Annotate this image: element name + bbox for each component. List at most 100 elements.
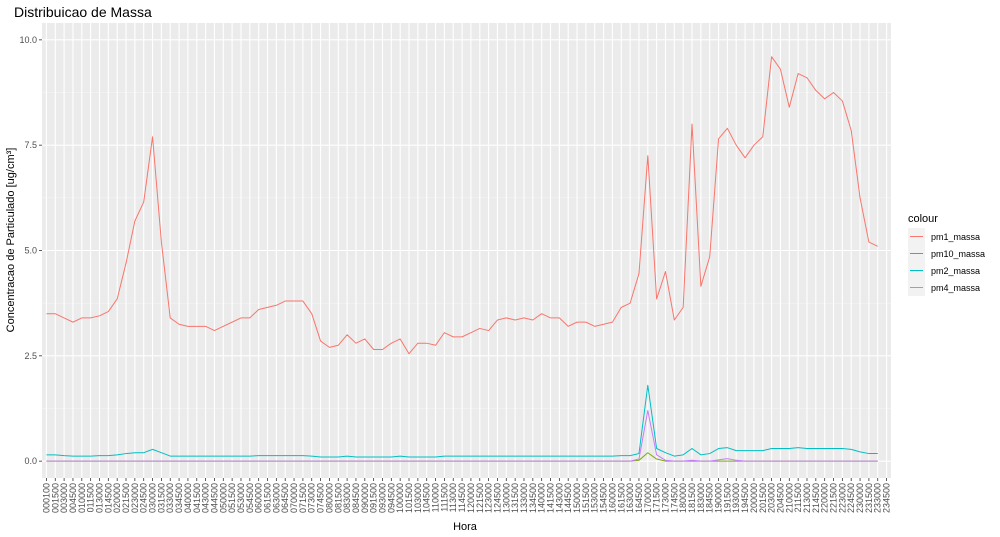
x-tick-label: 153000	[590, 483, 600, 513]
legend-label-pm4_massa: pm4_massa	[931, 283, 980, 293]
x-tick-label: 131500	[510, 483, 520, 513]
x-tick-label: 060000	[254, 483, 264, 513]
y-tick-label: 10.0	[19, 35, 37, 45]
x-tick-label: 061500	[263, 483, 273, 513]
x-tick-label: 020000	[112, 483, 122, 513]
x-tick-label: 090000	[360, 483, 370, 513]
y-tick-label: 5.0	[24, 246, 37, 256]
x-tick-label: 024500	[139, 483, 149, 513]
x-tick-label: 050000	[218, 483, 228, 513]
x-tick-label: 000100	[41, 483, 51, 513]
legend: colour pm1_massa pm10_massa pm2_massa pm4_m…	[908, 213, 985, 296]
x-tick-label: 074500	[316, 483, 326, 513]
x-tick-label: 040000	[183, 483, 193, 513]
grid-major	[42, 23, 891, 478]
x-tick-label: 130000	[501, 483, 511, 513]
x-tick-label: 034500	[174, 483, 184, 513]
y-tick-label: 2.5	[24, 351, 37, 361]
x-tick-label: 063000	[271, 483, 281, 513]
x-tick-label: 083000	[342, 483, 352, 513]
grid-minor	[42, 92, 891, 409]
x-tick-label: 161500	[616, 483, 626, 513]
x-tick-label: 183000	[696, 483, 706, 513]
x-tick-label: 203000	[767, 483, 777, 513]
x-tick-label: 170000	[643, 483, 653, 513]
x-tick-label: 114500	[457, 483, 467, 512]
x-tick-label: 154500	[599, 483, 609, 513]
x-tick-label: 224500	[846, 483, 856, 513]
x-tick-label: 081500	[333, 483, 343, 513]
x-tick-label: 010000	[77, 483, 87, 513]
x-tick-label: 201500	[758, 483, 768, 513]
x-tick-label: 041500	[192, 483, 202, 513]
x-tick-label: 160000	[607, 483, 617, 513]
x-tick-label: 094500	[386, 483, 396, 513]
x-tick-label: 030000	[148, 483, 158, 513]
series-line-pm1_massa	[46, 56, 878, 355]
x-tick-label: 141500	[546, 483, 556, 513]
x-tick-label: 164500	[634, 483, 644, 513]
x-tick-label: 120000	[466, 483, 476, 513]
x-tick-label: 073000	[307, 483, 317, 513]
x-tick-label: 043000	[201, 483, 211, 513]
x-tick-label: 204500	[775, 483, 785, 513]
x-tick-label: 151500	[581, 483, 591, 513]
x-tick-label: 013000	[94, 483, 104, 513]
x-tick-label: 221500	[829, 483, 839, 513]
x-tick-label: 143000	[554, 483, 564, 513]
x-tick-label: 051500	[227, 483, 237, 513]
x-tick-label: 171500	[652, 483, 662, 513]
x-tick-label: 044500	[209, 483, 219, 513]
x-tick-label: 123000	[484, 483, 494, 513]
x-tick-label: 003000	[59, 483, 69, 513]
x-tick-label: 194500	[740, 483, 750, 513]
x-tick-label: 233000	[873, 483, 883, 513]
series-line-pm4_massa	[46, 410, 878, 462]
legend-label-pm2_massa: pm2_massa	[931, 266, 980, 276]
x-tick-label: 053000	[236, 483, 246, 513]
x-tick-label: 190000	[714, 483, 724, 513]
series-layer	[46, 56, 878, 462]
chart-title: Distribuicao de Massa	[14, 4, 152, 20]
x-tick-label: 210000	[784, 483, 794, 513]
x-tick-label: 111500	[439, 483, 449, 512]
x-tick-label: 193000	[731, 483, 741, 513]
x-tick-label: 150000	[572, 483, 582, 513]
y-tick-label: 7.5	[24, 140, 37, 150]
x-tick-label: 211500	[793, 483, 803, 512]
x-tick-label: 223000	[837, 483, 847, 513]
x-tick-label: 033000	[165, 483, 175, 513]
x-tick-label: 134500	[528, 483, 538, 513]
x-tick-label: 231500	[864, 483, 874, 513]
x-tick-label: 093000	[377, 483, 387, 513]
x-tick-label: 100000	[395, 483, 405, 513]
y-axis-title: Concentracao de Particulado [ug/cm³]	[5, 148, 17, 333]
x-tick-label: 101500	[404, 483, 414, 513]
x-tick-label: 133000	[519, 483, 529, 513]
x-axis: 0001000015000030000045000100000115000130…	[41, 478, 892, 513]
x-tick-label: 071500	[298, 483, 308, 513]
x-tick-label: 191500	[722, 483, 732, 513]
x-tick-label: 234500	[882, 483, 892, 513]
y-axis: 0.0 2.5 5.0 7.5 10.0	[19, 35, 42, 466]
series-line-pm2_massa	[46, 384, 878, 458]
x-tick-label: 080000	[324, 483, 334, 513]
x-tick-label: 220000	[820, 483, 830, 513]
x-tick-label: 181500	[687, 483, 697, 513]
x-tick-label: 213000	[802, 483, 812, 513]
x-tick-label: 014500	[103, 483, 113, 513]
x-tick-label: 021500	[121, 483, 131, 513]
y-tick-label: 0.0	[24, 456, 37, 466]
x-tick-label: 180000	[678, 483, 688, 513]
legend-label-pm10_massa: pm10_massa	[931, 249, 985, 259]
x-tick-label: 214500	[811, 483, 821, 513]
x-tick-label: 113000	[448, 483, 458, 512]
x-tick-label: 011500	[86, 483, 96, 512]
x-tick-label: 174500	[669, 483, 679, 513]
x-tick-label: 031500	[156, 483, 166, 513]
x-tick-label: 230000	[855, 483, 865, 513]
x-tick-label: 104500	[422, 483, 432, 513]
legend-title: colour	[908, 213, 938, 225]
x-tick-label: 173000	[660, 483, 670, 513]
x-tick-label: 091500	[369, 483, 379, 513]
